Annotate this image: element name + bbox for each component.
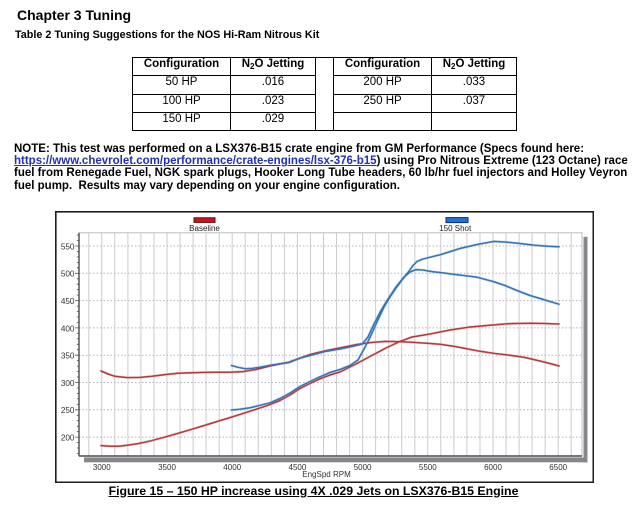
svg-text:EngSpd RPM: EngSpd RPM <box>302 470 351 479</box>
svg-text:5000: 5000 <box>354 463 372 472</box>
svg-text:6000: 6000 <box>484 463 502 472</box>
svg-text:6500: 6500 <box>549 463 567 472</box>
svg-text:200: 200 <box>61 434 75 443</box>
svg-text:500: 500 <box>61 270 75 279</box>
svg-text:300: 300 <box>61 379 75 388</box>
svg-text:150 Shot: 150 Shot <box>439 224 472 233</box>
svg-text:3000: 3000 <box>93 463 111 472</box>
svg-text:4500: 4500 <box>289 463 307 472</box>
svg-text:250: 250 <box>61 406 75 415</box>
svg-text:4000: 4000 <box>223 463 241 472</box>
svg-text:450: 450 <box>61 297 75 306</box>
svg-text:400: 400 <box>61 324 75 333</box>
svg-text:Baseline: Baseline <box>189 224 220 233</box>
svg-text:550: 550 <box>61 242 75 251</box>
svg-text:3500: 3500 <box>158 463 176 472</box>
svg-text:350: 350 <box>61 352 75 361</box>
svg-text:5500: 5500 <box>419 463 437 472</box>
